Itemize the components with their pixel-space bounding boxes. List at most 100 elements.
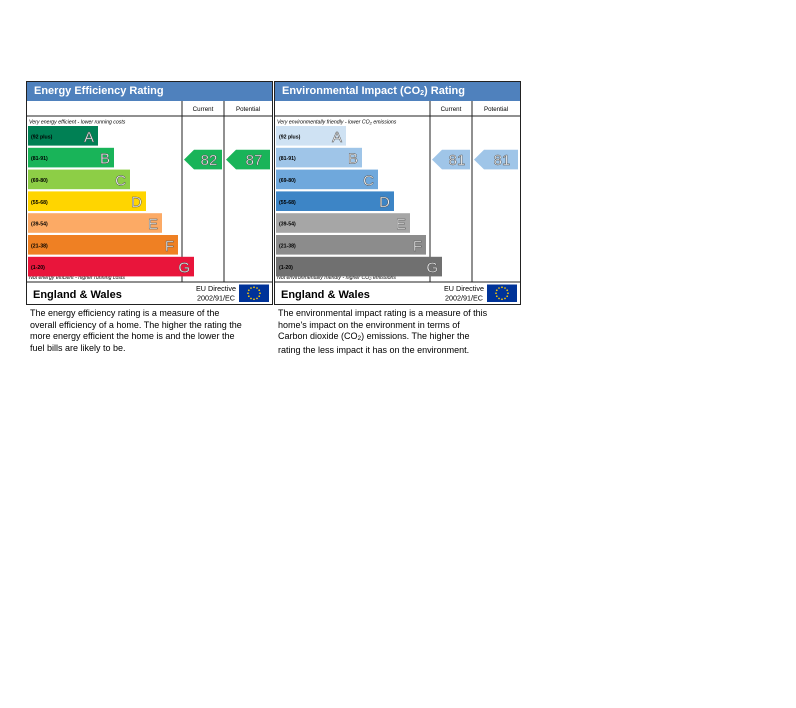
eu-flag-star	[506, 289, 509, 292]
eu-flag-star	[504, 287, 506, 289]
band-letter-a: A	[332, 129, 342, 146]
band-range-d: (55-68)	[279, 200, 296, 206]
eu-flag-star	[247, 292, 249, 295]
potential-column-header: Potential	[484, 106, 508, 113]
eu-flag-icon	[239, 284, 269, 302]
eu-flag-star	[256, 287, 258, 289]
eu-flag-star	[495, 292, 497, 295]
eu-flag-star	[495, 295, 498, 298]
band-letter-b: B	[100, 151, 110, 168]
band-bar-d	[28, 191, 146, 211]
eu-directive-number: 2002/91/EC	[197, 294, 235, 303]
potential-rating-value: 81	[494, 152, 511, 169]
eu-directive-label: EU Directive	[444, 284, 484, 293]
environment-caption: The environmental impact rating is a mea…	[278, 308, 518, 357]
eu-flag-star	[507, 292, 509, 295]
potential-column-header: Potential	[236, 106, 260, 113]
eu-flag-star	[258, 289, 261, 292]
current-column-header: Current	[193, 106, 214, 113]
eu-flag-star	[250, 297, 252, 300]
band-range-b: (81-91)	[31, 156, 48, 162]
band-range-a: (92 plus)	[31, 134, 53, 140]
energy-caption-line: The energy efficiency rating is a measur…	[30, 308, 220, 318]
band-letter-f: F	[413, 238, 422, 255]
band-bar-d	[276, 191, 394, 211]
eu-flag-star	[504, 297, 506, 300]
environment-caption-line: Carbon dioxide (CO2) emissions. The high…	[278, 331, 470, 343]
eu-flag-star	[256, 297, 258, 300]
band-bar-f	[276, 235, 426, 255]
band-bar-a	[276, 126, 346, 146]
current-column-header: Current	[441, 106, 462, 113]
band-letter-d: D	[131, 194, 142, 211]
band-range-b: (81-91)	[279, 156, 296, 162]
band-letter-d: D	[379, 194, 390, 211]
band-range-c: (69-80)	[31, 178, 48, 184]
band-range-g: (1-20)	[279, 265, 293, 271]
eu-flag-star	[501, 298, 503, 301]
energy-caption: The energy efficiency rating is a measur…	[30, 308, 270, 355]
potential-rating-value: 87	[246, 152, 263, 169]
band-range-f: (21-38)	[279, 243, 296, 249]
environment-panel-title: Environmental Impact (CO2) Rating	[275, 82, 520, 101]
eu-flag-background	[487, 284, 517, 302]
current-rating-value: 82	[201, 152, 218, 169]
energy-panel-title: Energy Efficiency Rating	[27, 82, 272, 101]
bottom-note: Not energy efficient - higher running co…	[29, 275, 125, 281]
energy-caption-line: more energy efficient the home is and th…	[30, 331, 235, 342]
band-range-g: (1-20)	[31, 265, 45, 271]
band-range-a: (92 plus)	[279, 134, 301, 140]
band-range-e: (39-54)	[279, 222, 296, 228]
environment-caption-line: The environmental impact rating is a mea…	[278, 308, 488, 318]
eu-directive-label: EU Directive	[196, 284, 236, 293]
band-letter-g: G	[426, 260, 438, 277]
band-range-f: (21-38)	[31, 243, 48, 249]
band-range-d: (55-68)	[31, 200, 48, 206]
eu-flag-star	[253, 286, 255, 289]
band-bar-c	[28, 169, 130, 190]
band-bar-b	[28, 147, 114, 168]
eu-flag-star	[253, 298, 255, 301]
eu-flag-star	[247, 295, 250, 298]
eu-flag-star	[501, 286, 503, 289]
band-letter-b: B	[348, 151, 358, 168]
eu-flag-star	[498, 297, 500, 300]
environment-caption-line: home's impact on the environment in term…	[278, 319, 460, 330]
eu-flag-star	[258, 295, 261, 298]
region-label: England & Wales	[33, 289, 122, 301]
current-rating-arrow	[184, 149, 222, 170]
band-letter-f: F	[165, 238, 174, 255]
current-rating-arrow	[432, 149, 470, 170]
band-range-e: (39-54)	[31, 222, 48, 228]
energy-efficiency-panel: Energy Efficiency Rating Current Potentia…	[26, 81, 273, 305]
band-bar-e	[28, 213, 162, 233]
eu-flag-star	[495, 289, 498, 292]
eu-flag-icon	[487, 284, 517, 302]
eu-flag-star	[498, 287, 500, 289]
top-note: Very energy efficient - lower running co…	[29, 120, 126, 126]
environmental-impact-panel: Environmental Impact (CO2) Rating Curren…	[274, 81, 521, 305]
eu-directive-number: 2002/91/EC	[445, 294, 483, 303]
band-letter-g: G	[178, 260, 190, 277]
band-range-c: (69-80)	[279, 178, 296, 184]
band-letter-e: E	[148, 216, 158, 233]
region-label: England & Wales	[281, 289, 370, 301]
eu-flag-star	[250, 287, 252, 289]
top-note: Very environmentally friendly - lower CO…	[277, 120, 397, 126]
energy-caption-line: overall efficiency of a home. The higher…	[30, 319, 242, 330]
potential-rating-arrow	[474, 149, 518, 170]
eu-flag-star	[259, 292, 261, 295]
eu-flag-background	[239, 284, 269, 302]
band-bar-g	[276, 256, 442, 277]
band-bar-a	[28, 126, 98, 146]
eu-flag-star	[506, 295, 509, 298]
potential-rating-arrow	[226, 149, 270, 170]
energy-rating-chart: Current Potential Very energy efficient - …	[27, 101, 272, 303]
band-letter-a: A	[84, 129, 94, 146]
current-rating-value: 81	[449, 152, 466, 169]
environment-rating-chart: Current Potential Very environmentally fri…	[275, 101, 520, 303]
energy-caption-line: fuel bills are likely to be.	[30, 343, 126, 354]
band-bar-e	[276, 213, 410, 233]
environment-caption-line: rating the less impact it has on the env…	[278, 345, 470, 356]
band-bar-c	[276, 169, 378, 190]
